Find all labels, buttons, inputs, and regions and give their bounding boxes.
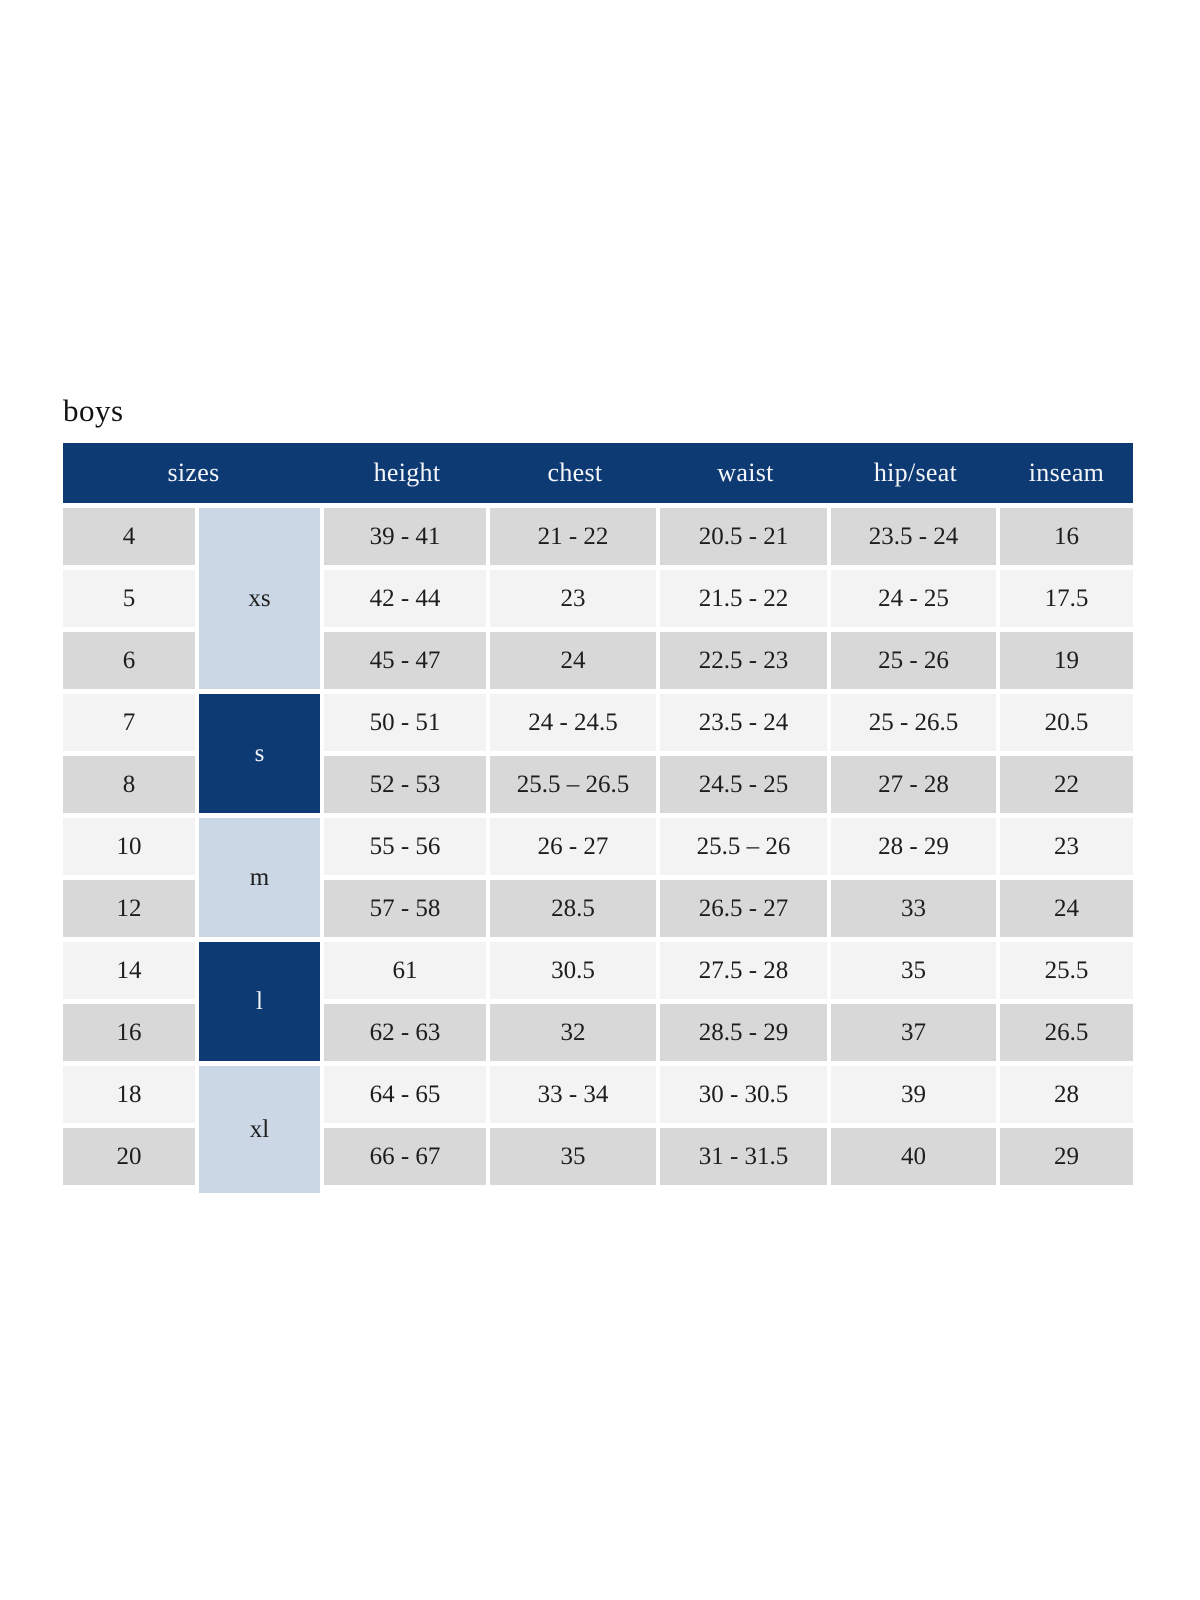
chest-cell: 26 - 27 [490,818,656,875]
size-chart-table-body: xs s m l xl 4 39 - 41 21 - 22 20.5 - 21 … [63,508,1133,1193]
waist-cell: 30 - 30.5 [660,1066,827,1123]
size-cell: 10 [63,818,195,875]
waist-cell: 22.5 - 23 [660,632,827,689]
inseam-cell: 28 [1000,1066,1133,1123]
waist-cell: 31 - 31.5 [660,1128,827,1185]
chest-cell: 25.5 – 26.5 [490,756,656,813]
hip-seat-cell: 25 - 26 [831,632,996,689]
size-cell: 8 [63,756,195,813]
height-cell: 64 - 65 [324,1066,486,1123]
chest-cell: 23 [490,570,656,627]
inseam-cell: 24 [1000,880,1133,937]
height-cell: 55 - 56 [324,818,486,875]
page-title: boys [63,393,124,428]
inseam-cell: 22 [1000,756,1133,813]
hip-seat-cell: 28 - 29 [831,818,996,875]
waist-cell: 20.5 - 21 [660,508,827,565]
chest-cell: 24 [490,632,656,689]
waist-cell: 21.5 - 22 [660,570,827,627]
chest-cell: 35 [490,1128,656,1185]
table-header-row: sizes height chest waist hip/seat inseam [63,443,1133,503]
height-cell: 61 [324,942,486,999]
size-group-l: l [199,942,320,1061]
size-cell: 18 [63,1066,195,1123]
inseam-cell: 25.5 [1000,942,1133,999]
size-cell: 14 [63,942,195,999]
hip-seat-cell: 27 - 28 [831,756,996,813]
inseam-cell: 23 [1000,818,1133,875]
height-cell: 45 - 47 [324,632,486,689]
height-cell: 42 - 44 [324,570,486,627]
chest-cell: 33 - 34 [490,1066,656,1123]
column-header-sizes: sizes [167,458,220,487]
waist-cell: 27.5 - 28 [660,942,827,999]
size-group-s: s [199,694,320,813]
column-header-inseam: inseam [1028,458,1105,487]
column-header-waist: waist [717,458,774,487]
hip-seat-cell: 40 [831,1128,996,1185]
waist-cell: 28.5 - 29 [660,1004,827,1061]
hip-seat-cell: 39 [831,1066,996,1123]
size-cell: 6 [63,632,195,689]
size-cell: 4 [63,508,195,565]
inseam-cell: 17.5 [1000,570,1133,627]
chest-cell: 21 - 22 [490,508,656,565]
size-group-xl: xl [199,1066,320,1193]
height-cell: 50 - 51 [324,694,486,751]
inseam-cell: 20.5 [1000,694,1133,751]
waist-cell: 26.5 - 27 [660,880,827,937]
height-cell: 52 - 53 [324,756,486,813]
hip-seat-cell: 35 [831,942,996,999]
size-cell: 5 [63,570,195,627]
inseam-cell: 26.5 [1000,1004,1133,1061]
size-group-m: m [199,818,320,937]
height-cell: 39 - 41 [324,508,486,565]
inseam-cell: 16 [1000,508,1133,565]
waist-cell: 24.5 - 25 [660,756,827,813]
size-group-xs: xs [199,508,320,689]
hip-seat-cell: 23.5 - 24 [831,508,996,565]
height-cell: 66 - 67 [324,1128,486,1185]
column-header-chest: chest [547,458,603,487]
waist-cell: 25.5 – 26 [660,818,827,875]
waist-cell: 23.5 - 24 [660,694,827,751]
size-cell: 7 [63,694,195,751]
chest-cell: 28.5 [490,880,656,937]
inseam-cell: 29 [1000,1128,1133,1185]
height-cell: 62 - 63 [324,1004,486,1061]
hip-seat-cell: 24 - 25 [831,570,996,627]
size-cell: 16 [63,1004,195,1061]
chest-cell: 30.5 [490,942,656,999]
chest-cell: 24 - 24.5 [490,694,656,751]
hip-seat-cell: 25 - 26.5 [831,694,996,751]
size-cell: 20 [63,1128,195,1185]
hip-seat-cell: 33 [831,880,996,937]
inseam-cell: 19 [1000,632,1133,689]
height-cell: 57 - 58 [324,880,486,937]
column-header-height: height [373,458,441,487]
size-cell: 12 [63,880,195,937]
hip-seat-cell: 37 [831,1004,996,1061]
column-header-hip-seat: hip/seat [873,458,958,487]
chest-cell: 32 [490,1004,656,1061]
